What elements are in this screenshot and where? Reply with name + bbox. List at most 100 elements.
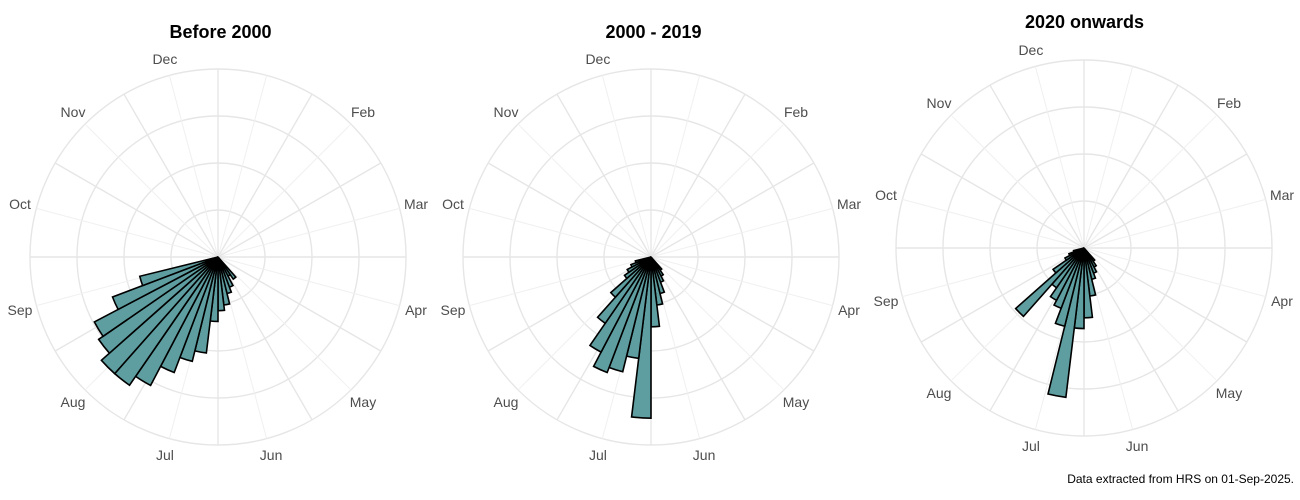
grid-spoke (650, 162, 815, 258)
month-label: Dec (1018, 42, 1043, 58)
month-label: May (350, 394, 376, 410)
month-label: Sep (441, 302, 466, 318)
grid-spoke-minor (650, 75, 701, 258)
month-label: Jul (156, 447, 174, 460)
grid-spoke-minor (1034, 66, 1085, 249)
wedge-bars (1014, 247, 1098, 399)
week-bar (609, 256, 652, 299)
grid-spoke-minor (217, 207, 400, 258)
month-label: Aug (494, 394, 519, 410)
week-bar (111, 256, 219, 311)
grid-spoke (650, 256, 815, 352)
grid-spoke (920, 153, 1085, 249)
week-bar (1014, 247, 1085, 318)
month-label: Feb (351, 104, 375, 120)
month-label: Oct (9, 196, 31, 212)
grid-spoke-minor (217, 123, 352, 258)
week-bar (1072, 247, 1085, 253)
grid-spoke (217, 162, 382, 258)
grid-spoke-minor (650, 256, 785, 391)
grid-spoke (217, 256, 382, 352)
month-label: Jun (1126, 438, 1149, 454)
month-label: Apr (1271, 293, 1293, 309)
month-label: Oct (875, 187, 897, 203)
grid-spoke (54, 162, 219, 258)
month-label: Aug (61, 394, 86, 410)
grid-spoke (1083, 247, 1179, 412)
rose-panel-2000-2019: 2000 - 2019 Feb Mar Apr May Jun Jul Aug Sep Oct N… (437, 0, 870, 460)
grid-spoke-minor (902, 198, 1085, 249)
panel-title: 2000 - 2019 (605, 22, 702, 42)
grid-spoke (487, 162, 652, 258)
month-label: Jun (260, 447, 283, 460)
week-bar (596, 256, 652, 325)
week-bar (138, 256, 219, 287)
grid-spoke-minor (517, 123, 652, 258)
grid-spoke-minor (1083, 114, 1218, 249)
month-label: Feb (1217, 95, 1241, 111)
grid-spoke-minor (1083, 247, 1266, 298)
grid-spoke (1083, 153, 1248, 249)
grid-spoke (1083, 84, 1179, 249)
month-label: Nov (61, 104, 86, 120)
rose-chart-2000-2019: Feb Mar Apr May Jun Jul Aug Sep Oct Nov Dec (441, 51, 862, 460)
grid-spoke (556, 93, 652, 258)
week-bar (97, 256, 219, 355)
grid-spoke (487, 256, 652, 352)
grid-spoke (989, 84, 1085, 249)
grid-spoke-minor (650, 123, 785, 258)
month-label: Apr (838, 302, 860, 318)
grid-spoke-minor (950, 114, 1085, 249)
grid-spoke (123, 93, 219, 258)
wedge-bars (93, 256, 237, 387)
wedge-bars (588, 256, 666, 419)
grid-spoke (217, 93, 313, 258)
month-label: Mar (404, 196, 428, 212)
month-label: Dec (585, 51, 610, 67)
grid-spoke-minor (84, 123, 219, 258)
rose-chart-2020-onwards: Feb Mar Apr May Jun Jul Aug Sep Oct Nov Dec (874, 42, 1295, 454)
month-label: Mar (1270, 187, 1294, 203)
data-source-caption: Data extracted from HRS on 01-Sep-2025. (1067, 472, 1294, 486)
rose-panel-before-2000: Before 2000 Feb Mar Apr May Jun Jul Aug Sep Oct N… (4, 0, 437, 460)
grid-spoke-minor (601, 75, 652, 258)
grid-spoke-minor (217, 256, 352, 391)
week-bar (588, 256, 652, 354)
month-label: Sep (874, 293, 899, 309)
month-label: Mar (837, 196, 861, 212)
month-label: Jul (1022, 438, 1040, 454)
month-label: May (783, 394, 809, 410)
month-label: Jun (693, 447, 716, 460)
grid-spoke-minor (217, 75, 268, 258)
grid-spoke-minor (36, 207, 219, 258)
grid-spoke (650, 256, 746, 421)
month-label: Oct (442, 196, 464, 212)
grid-spoke-minor (469, 207, 652, 258)
grid-spoke-minor (650, 256, 833, 307)
rose-panel-2020-onwards: 2020 onwards Feb Mar Apr May Jun Jul Aug Sep Oct… (868, 0, 1300, 460)
week-bar (100, 256, 219, 375)
grid-spoke-minor (1083, 198, 1266, 249)
panel-title: 2020 onwards (1024, 12, 1145, 32)
grid-spoke (217, 256, 313, 421)
rose-chart-before-2000: Feb Mar Apr May Jun Jul Aug Sep Oct Nov Dec (8, 51, 429, 460)
month-label: Apr (405, 302, 427, 318)
grid-spoke-minor (217, 256, 400, 307)
grid-spoke (1083, 247, 1248, 343)
month-label: Sep (8, 302, 33, 318)
grid-spoke-minor (168, 75, 219, 258)
grid-spoke (650, 93, 746, 258)
grid-spoke-minor (469, 256, 652, 307)
week-bar (634, 256, 652, 264)
month-label: May (1216, 385, 1242, 401)
panel-title: Before 2000 (169, 22, 272, 42)
month-label: Aug (927, 385, 952, 401)
month-label: Nov (494, 104, 519, 120)
month-label: Dec (152, 51, 177, 67)
grid-spoke-minor (902, 247, 1085, 298)
grid-spoke-minor (1083, 66, 1134, 249)
grid-spoke-minor (650, 207, 833, 258)
grid-spoke (920, 247, 1085, 343)
month-label: Nov (927, 95, 952, 111)
month-label: Feb (784, 104, 808, 120)
